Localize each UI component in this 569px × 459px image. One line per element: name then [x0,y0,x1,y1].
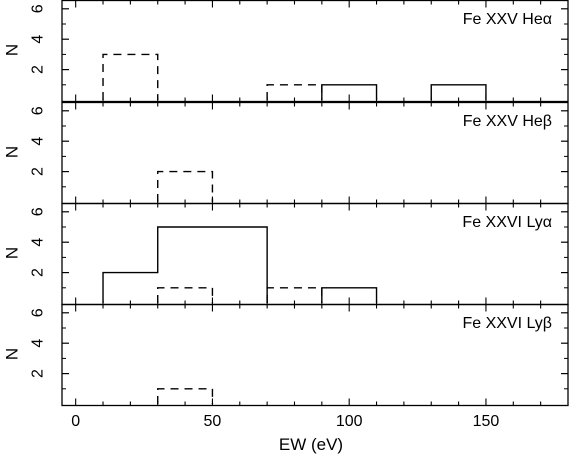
y-tick-label: 4 [30,35,47,44]
y-tick-label: 2 [30,167,47,176]
x-tick-label: 150 [473,413,500,430]
y-axis-title: N [3,44,22,56]
x-tick-label: 0 [71,413,80,430]
panel-frame [61,0,569,103]
y-axis-title: N [3,348,22,360]
y-tick-label: 6 [30,308,47,317]
y-tick-label: 4 [30,238,47,247]
y-tick-label: 6 [30,4,47,13]
panel-label: Fe XXV Heβ [463,113,552,130]
histogram-series-dashed [157,287,323,303]
histogram-series-dashed [157,170,214,202]
x-tick-label: 100 [336,413,363,430]
x-axis-title: EW (eV) [279,435,343,454]
y-tick-label: 2 [30,65,47,74]
histogram-series-dashed [102,53,323,100]
panel-label: Fe XXV Heα [463,11,552,28]
y-tick-label: 4 [30,339,47,348]
y-tick-label: 4 [30,137,47,146]
y-axis-title: N [3,146,22,158]
x-tick-label: 50 [204,413,222,430]
panel-frame [61,303,569,407]
y-tick-label: 6 [30,106,47,115]
y-tick-label: 2 [30,268,47,277]
y-tick-label: 6 [30,207,47,216]
y-tick-label: 2 [30,369,47,378]
panel-label: Fe XXVI Lyα [462,214,552,231]
histogram-series-solid [102,226,378,303]
histogram-series-dashed [157,388,214,404]
panel-label: Fe XXVI Lyβ [462,315,552,332]
y-axis-title: N [3,247,22,259]
